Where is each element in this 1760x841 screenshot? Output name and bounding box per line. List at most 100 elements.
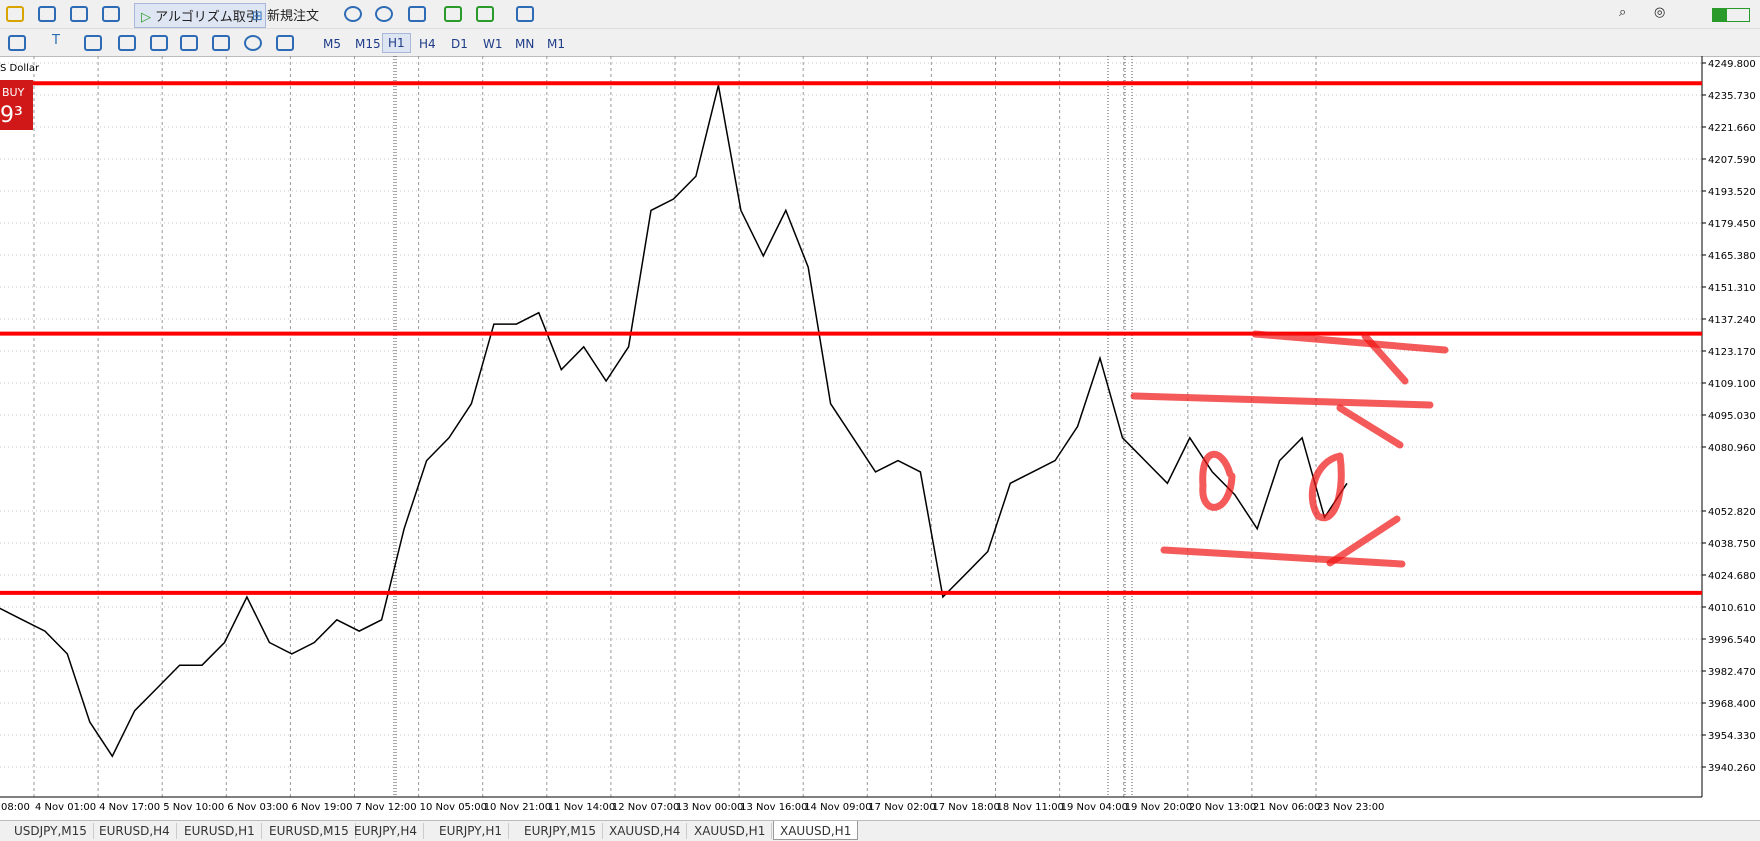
time-label: 4 Nov 01:00 bbox=[35, 802, 96, 813]
price-label: 4052.820 bbox=[1708, 507, 1756, 518]
timeframe-button[interactable]: M1 bbox=[547, 37, 565, 51]
time-label: 6 Nov 19:00 bbox=[291, 802, 352, 813]
time-label: 10 Nov 21:00 bbox=[484, 802, 551, 813]
label-tool[interactable] bbox=[118, 35, 136, 51]
indicator-tool[interactable] bbox=[180, 35, 198, 51]
timeframe-button[interactable]: M5 bbox=[323, 37, 341, 51]
lines-tool[interactable] bbox=[8, 35, 26, 51]
chart-tab[interactable]: EURJPY,H4 bbox=[348, 823, 425, 839]
price-label: 4151.310 bbox=[1708, 283, 1756, 294]
annotation-stroke bbox=[1308, 452, 1345, 522]
chart-tab[interactable]: USDJPY,M15 bbox=[8, 823, 94, 839]
timeframe-button[interactable]: D1 bbox=[451, 37, 468, 51]
chart-tab[interactable]: EURUSD,H4 bbox=[93, 823, 177, 839]
price-label: 4123.170 bbox=[1708, 347, 1756, 358]
price-label: 4207.590 bbox=[1708, 155, 1756, 166]
price-label: 3968.400 bbox=[1708, 699, 1756, 710]
tools-toolbar: T bbox=[0, 29, 1760, 57]
annotation-stroke bbox=[1361, 332, 1409, 385]
account-icon[interactable]: ◎ bbox=[1654, 5, 1666, 20]
cloud-icon[interactable] bbox=[70, 6, 88, 22]
time-label: 08:00 bbox=[1, 802, 30, 813]
time-label: 14 Nov 09:00 bbox=[804, 802, 871, 813]
shapes-menu[interactable] bbox=[276, 35, 294, 51]
annotation-stroke bbox=[1199, 451, 1236, 511]
annotation-stroke bbox=[1160, 546, 1406, 568]
time-label: 13 Nov 16:00 bbox=[740, 802, 807, 813]
price-label: 3982.470 bbox=[1708, 667, 1756, 678]
battery-icon bbox=[1712, 8, 1750, 22]
price-label: 4137.240 bbox=[1708, 315, 1756, 326]
chart-tab[interactable]: XAUUSD,H1 bbox=[688, 823, 773, 839]
chart-tab[interactable]: EURUSD,M15 bbox=[263, 823, 356, 839]
timeframe-button[interactable]: W1 bbox=[483, 37, 503, 51]
time-label: 20 Nov 13:00 bbox=[1189, 802, 1256, 813]
price-label: 4179.450 bbox=[1708, 219, 1756, 230]
main-toolbar: ▷ アルゴリズム取引 ⊞ 新規注文 ⌕ ◎ bbox=[0, 0, 1760, 29]
zoom-in-icon[interactable] bbox=[344, 6, 362, 22]
text-tool[interactable]: T bbox=[52, 33, 60, 48]
shape-tool[interactable] bbox=[84, 35, 102, 51]
symbol-label: S Dollar bbox=[0, 63, 40, 74]
time-label: 5 Nov 10:00 bbox=[163, 802, 224, 813]
price-label: 4109.100 bbox=[1708, 379, 1756, 390]
grid-icon[interactable] bbox=[408, 6, 426, 22]
price-label: 4249.800 bbox=[1708, 59, 1756, 70]
chart-shift-icon[interactable] bbox=[476, 6, 494, 22]
chart-tabs: USDJPY,M15 EURUSD,H4 EURUSD,H1 EURUSD,M15 EU… bbox=[0, 820, 1760, 841]
time-label: 4 Nov 17:00 bbox=[99, 802, 160, 813]
zoom-out-icon[interactable] bbox=[375, 6, 393, 22]
price-label: 4038.750 bbox=[1708, 539, 1756, 550]
price-label: 4221.660 bbox=[1708, 123, 1756, 134]
price-label: 3996.540 bbox=[1708, 635, 1756, 646]
price-label: 3940.260 bbox=[1708, 763, 1756, 774]
price-label: 4010.610 bbox=[1708, 603, 1756, 614]
time-label: 17 Nov 18:00 bbox=[932, 802, 999, 813]
price-line bbox=[0, 85, 1348, 758]
annotation-stroke bbox=[1326, 515, 1401, 567]
lock-icon[interactable] bbox=[6, 6, 24, 22]
timeframe-button[interactable]: M15 bbox=[355, 37, 381, 51]
price-label: 4024.680 bbox=[1708, 571, 1756, 582]
autoscroll-icon[interactable] bbox=[444, 6, 462, 22]
annotation-stroke bbox=[1130, 392, 1434, 409]
timeframe-button[interactable]: H1 bbox=[382, 33, 411, 53]
annotation-stroke bbox=[1336, 404, 1404, 449]
fib-tool[interactable] bbox=[150, 35, 168, 51]
new-order-label: 新規注文 bbox=[267, 9, 320, 24]
chart-tab[interactable]: EURJPY,M15 bbox=[518, 823, 603, 839]
price-chart: 4249.800 4235.730 4221.660 4207.590 4193.520… bbox=[0, 56, 1756, 813]
chart-tab[interactable]: EURUSD,H1 bbox=[178, 823, 262, 839]
price-label: 4165.380 bbox=[1708, 251, 1756, 262]
chart-tab[interactable]: XAUUSD,H4 bbox=[603, 823, 688, 839]
price-label: 4095.030 bbox=[1708, 411, 1756, 422]
time-label: 12 Nov 07:00 bbox=[612, 802, 679, 813]
time-label: 17 Nov 02:00 bbox=[868, 802, 935, 813]
vps-icon[interactable] bbox=[102, 6, 120, 22]
buy-label: BUY bbox=[2, 86, 25, 99]
algo-trading-label: アルゴリズム取引 bbox=[155, 10, 259, 25]
new-order-button[interactable]: ⊞ 新規注文 bbox=[252, 9, 320, 24]
time-label: 10 Nov 05:00 bbox=[420, 802, 487, 813]
objects-tool[interactable] bbox=[244, 35, 262, 51]
timeframe-button[interactable]: H4 bbox=[419, 37, 436, 51]
time-label: 23 Nov 23:00 bbox=[1317, 802, 1384, 813]
buy-box[interactable] bbox=[0, 80, 33, 130]
time-label: 13 Nov 00:00 bbox=[676, 802, 743, 813]
time-label: 19 Nov 20:00 bbox=[1125, 802, 1192, 813]
time-label: 11 Nov 14:00 bbox=[548, 802, 615, 813]
chart-tab[interactable]: XAUUSD,H1 bbox=[773, 821, 859, 840]
price-label: 4080.960 bbox=[1708, 443, 1756, 454]
buy-price: 9³ bbox=[0, 103, 23, 128]
time-label: 18 Nov 11:00 bbox=[997, 802, 1064, 813]
signal-icon[interactable] bbox=[38, 6, 56, 22]
ok-tool[interactable] bbox=[212, 35, 230, 51]
chart-tab[interactable]: EURJPY,H1 bbox=[433, 823, 510, 839]
time-label: 21 Nov 06:00 bbox=[1253, 802, 1320, 813]
algo-trading-button[interactable]: ▷ アルゴリズム取引 bbox=[134, 3, 266, 28]
price-label: 4235.730 bbox=[1708, 91, 1756, 102]
search-icon[interactable]: ⌕ bbox=[1619, 5, 1627, 20]
screenshot-icon[interactable] bbox=[516, 6, 534, 22]
timeframe-button[interactable]: MN bbox=[515, 37, 535, 51]
